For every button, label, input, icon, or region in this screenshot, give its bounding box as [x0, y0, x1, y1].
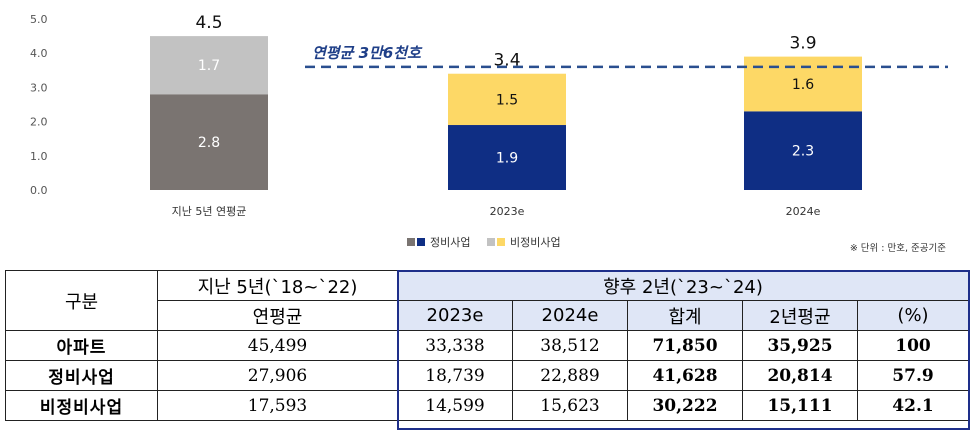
- future-period-header: 향후 2년(`23~`24): [396, 270, 970, 301]
- cell-sum: 71,850: [627, 330, 743, 361]
- past-sub-header: 연평균: [157, 300, 398, 331]
- cell-pct: 100: [856, 330, 970, 361]
- cell-past: 45,499: [157, 330, 398, 361]
- y-tick-label: 1.0: [30, 150, 48, 163]
- cell-avg: 15,111: [742, 390, 858, 421]
- segment-value-label: 2.8: [198, 135, 220, 151]
- table-row: 정비사업 27,906 18,739 22,889 41,628 20,814 …: [5, 360, 970, 391]
- cell-2024e: 38,512: [512, 330, 628, 361]
- col-2023e: 2023e: [397, 300, 513, 331]
- bar-total-label: 3.9: [789, 34, 816, 54]
- cell-2023e: 18,739: [397, 360, 513, 391]
- table-row: 비정비사업 17,593 14,599 15,623 30,222 15,111…: [5, 390, 970, 421]
- legend-swatch: [407, 238, 415, 246]
- legend-swatch: [497, 238, 505, 246]
- row-label: 정비사업: [5, 360, 158, 391]
- cell-2023e: 14,599: [397, 390, 513, 421]
- bar-segment: [448, 73, 566, 126]
- segment-value-label: 1.9: [496, 151, 518, 167]
- x-category-label: 2024e: [786, 205, 821, 218]
- y-tick-label: 5.0: [30, 13, 48, 26]
- segment-value-label: 1.7: [198, 58, 220, 74]
- bar-segment: [448, 125, 566, 190]
- x-category-label: 2023e: [490, 205, 525, 218]
- legend-swatch: [487, 238, 495, 246]
- cell-avg: 35,925: [742, 330, 858, 361]
- legend-label: 정비사업: [430, 236, 470, 249]
- y-tick-label: 3.0: [30, 81, 48, 94]
- y-tick-label: 0.0: [30, 184, 48, 197]
- cell-past: 27,906: [157, 360, 398, 391]
- segment-value-label: 2.3: [792, 144, 814, 160]
- cell-2024e: 22,889: [512, 360, 628, 391]
- y-tick-label: 2.0: [30, 116, 48, 129]
- legend-label: 비정비사업: [510, 236, 561, 249]
- cell-2024e: 15,623: [512, 390, 628, 421]
- segment-value-label: 1.6: [792, 77, 814, 93]
- x-category-label: 지난 5년 연평균: [172, 205, 247, 218]
- row-label: 비정비사업: [5, 390, 158, 421]
- supply-table: 구분 지난 5년(`18~`22) 향후 2년(`23~`24) 연평균 202…: [5, 270, 970, 421]
- col-avg: 2년평균: [742, 300, 858, 331]
- legend-swatch: [417, 238, 425, 246]
- col-sum: 합계: [627, 300, 743, 331]
- past-period-header: 지난 5년(`18~`22): [157, 270, 398, 301]
- y-tick-label: 4.0: [30, 47, 48, 60]
- stacked-bar-chart: 0.0 1.0 2.0 3.0 4.0 5.0 2.8 1.7 4.5 지난 5년 연평균 1.9 1…: [30, 13, 948, 254]
- bar-segment: [150, 36, 268, 95]
- cell-pct: 42.1: [856, 390, 970, 421]
- row-label: 아파트: [5, 330, 158, 361]
- cell-avg: 20,814: [742, 360, 858, 391]
- bar-segment: [744, 111, 862, 190]
- unit-note: ※ 단위 : 만호, 준공기준: [850, 242, 946, 254]
- col-pct: (%): [856, 300, 970, 331]
- cell-pct: 57.9: [856, 360, 970, 391]
- category-header: 구분: [5, 270, 158, 331]
- segment-value-label: 1.5: [496, 92, 518, 108]
- average-reference-label: 연평균 3만6천호: [312, 44, 423, 62]
- cell-sum: 41,628: [627, 360, 743, 391]
- cell-sum: 30,222: [627, 390, 743, 421]
- cell-2023e: 33,338: [397, 330, 513, 361]
- bar-total-label: 4.5: [195, 13, 222, 33]
- bar-segment: [150, 94, 268, 190]
- table-row: 아파트 45,499 33,338 38,512 71,850 35,925 1…: [5, 330, 970, 361]
- cell-past: 17,593: [157, 390, 398, 421]
- col-2024e: 2024e: [512, 300, 628, 331]
